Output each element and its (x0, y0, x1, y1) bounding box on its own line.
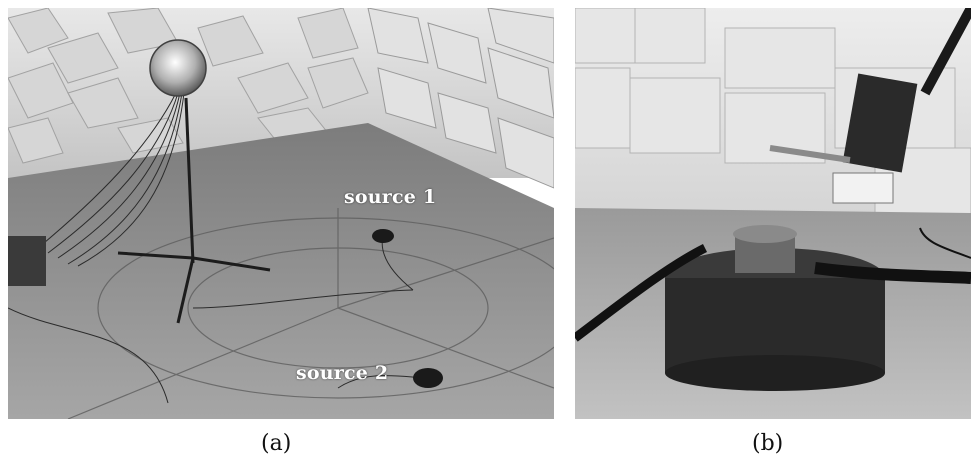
speaker-closeup-photo (575, 8, 971, 419)
source-1-speaker (372, 229, 394, 243)
floor-markings (67, 208, 554, 419)
equipment-box (8, 236, 46, 286)
photo-panel-a: source 1 source 2 (8, 8, 554, 419)
microphone-tripod (117, 97, 271, 324)
caption-b: (b) (752, 431, 784, 456)
microphone-stand (769, 8, 971, 204)
spherical-microphone-array (149, 39, 207, 97)
foam-wedges-right (367, 8, 554, 189)
anechoic-room-photo (8, 8, 554, 419)
source-1-label: source 1 (344, 186, 437, 208)
photo-panel-b (575, 8, 971, 419)
caption-a: (a) (261, 431, 292, 456)
source-2-label: source 2 (296, 362, 389, 384)
microphone-cables (8, 92, 429, 404)
speaker-driver (665, 225, 885, 391)
speaker-cables (575, 227, 971, 342)
source-2-speaker (413, 368, 443, 388)
foam-wedges-left (8, 8, 369, 164)
